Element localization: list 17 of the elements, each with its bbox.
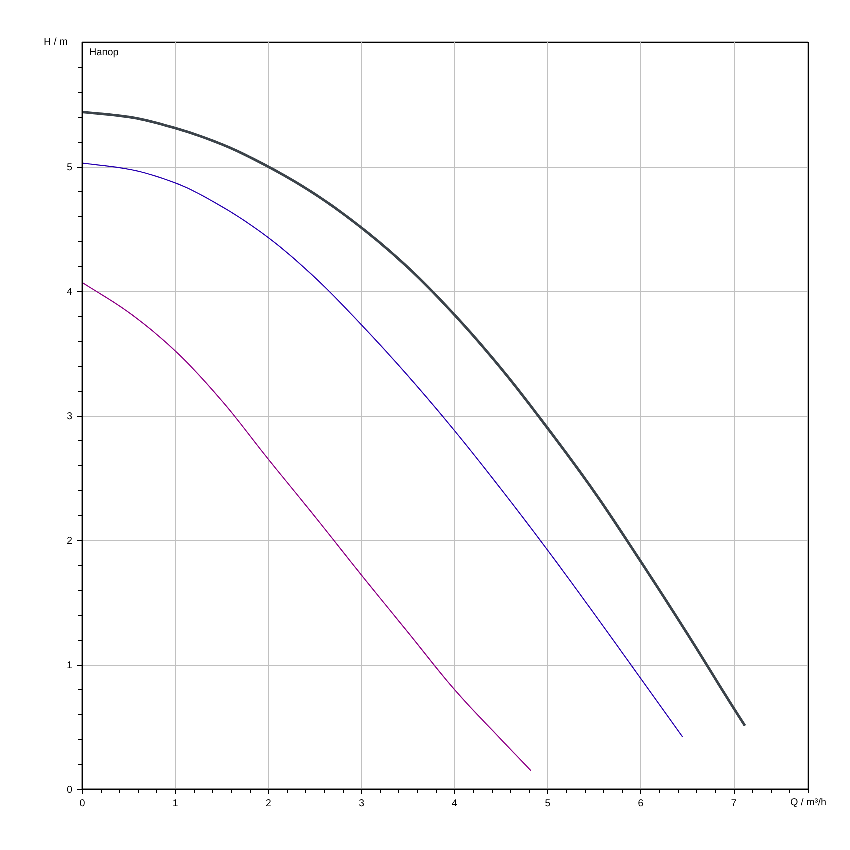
y-tick-label: 4 [66, 287, 73, 298]
text: Напор [90, 48, 120, 58]
y-tick-label: 5 [66, 162, 73, 174]
x-tick-label: 0 [80, 798, 86, 810]
x-tick-label: 2 [266, 798, 272, 810]
x-tick-label: 6 [638, 798, 644, 810]
x-tick-label: 4 [452, 798, 458, 810]
y-axis-title: H / m [44, 37, 68, 48]
y-tick-label: 2 [66, 536, 73, 547]
y-tick-label: 0 [66, 785, 73, 796]
x-tick-label: 1 [172, 798, 179, 810]
x-tick-label: 7 [731, 798, 738, 810]
y-tick-label: 3 [66, 412, 73, 422]
x-tick-label: 5 [545, 798, 552, 810]
y-tick-label: 1 [66, 660, 73, 672]
x-tick-label: 3 [358, 798, 365, 810]
x-axis-title: Q / m³/h [790, 798, 827, 808]
